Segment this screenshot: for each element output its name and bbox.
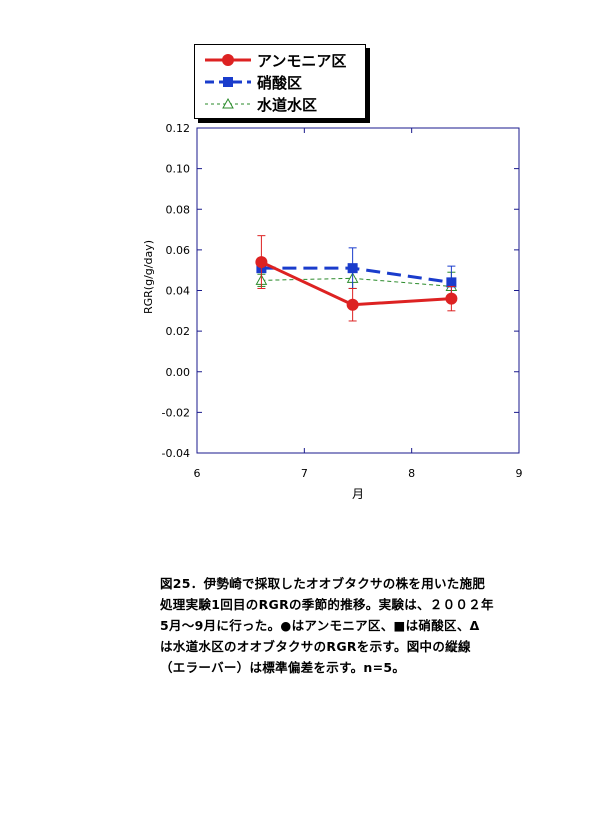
y-tick-label: -0.02: [162, 406, 190, 419]
legend-swatch-tapwater: [205, 97, 251, 109]
legend-item-ammonia: アンモニア区: [203, 49, 346, 71]
x-tick-label: 7: [301, 467, 308, 480]
x-axis-label: 月: [352, 487, 364, 501]
data-point: [255, 256, 268, 269]
x-tick-label: 6: [194, 467, 201, 480]
data-point: [446, 277, 457, 288]
data-point: [445, 292, 458, 305]
y-tick-label: 0.04: [166, 285, 191, 298]
caption-line: （エラーバー）は標準偏差を示す。n=5。: [160, 660, 406, 675]
legend: アンモニア区 硝酸区 水道水区: [194, 44, 366, 119]
legend-label-nitrate: 硝酸区: [257, 73, 303, 92]
x-tick-label: 9: [516, 467, 523, 480]
caption-line: 5月～9月に行った。●はアンモニア区、■は硝酸区、Δ: [160, 618, 480, 633]
legend-swatch-nitrate: [205, 77, 251, 87]
legend-swatch-ammonia: [205, 54, 251, 66]
plot-area-frame: [196, 127, 520, 454]
figure-caption: 図25．伊勢崎で採取したオオブタクサの株を用いた施肥 処理実験1回目のRGRの季…: [160, 573, 560, 678]
series-0: [255, 235, 458, 322]
y-tick-label: 0.02: [166, 325, 191, 338]
series-layer: [255, 235, 458, 322]
rgr-chart: -0.04 -0.02 0.00 0.02 0.04 0.06 0.08 0.10 0.12 6 7…: [142, 122, 523, 501]
y-tick-label: 0.12: [166, 122, 191, 135]
y-tick-label: 0.08: [166, 203, 191, 216]
legend-item-tapwater: 水道水区: [203, 93, 317, 115]
legend-label-ammonia: アンモニア区: [257, 51, 347, 70]
caption-line: は水道水区のオオブタクサのRGRを示す。図中の縦線: [160, 639, 471, 654]
data-point: [347, 263, 358, 274]
legend-item-nitrate: 硝酸区: [203, 71, 302, 93]
y-axis-label: RGR(g/g/day): [142, 240, 155, 314]
axes: -0.04 -0.02 0.00 0.02 0.04 0.06 0.08 0.10 0.12 6 7…: [162, 122, 523, 480]
y-tick-label: 0.00: [166, 366, 191, 379]
caption-line: 処理実験1回目のRGRの季節的推移。実験は、２００２年: [160, 597, 494, 612]
data-point: [346, 298, 359, 311]
legend-label-tapwater: 水道水区: [257, 95, 318, 114]
caption-line: 図25．伊勢崎で採取したオオブタクサの株を用いた施肥: [160, 576, 486, 591]
y-tick-label: 0.10: [166, 163, 191, 176]
y-tick-label: 0.06: [166, 244, 191, 257]
x-tick-label: 8: [408, 467, 415, 480]
y-tick-label: -0.04: [162, 447, 190, 460]
